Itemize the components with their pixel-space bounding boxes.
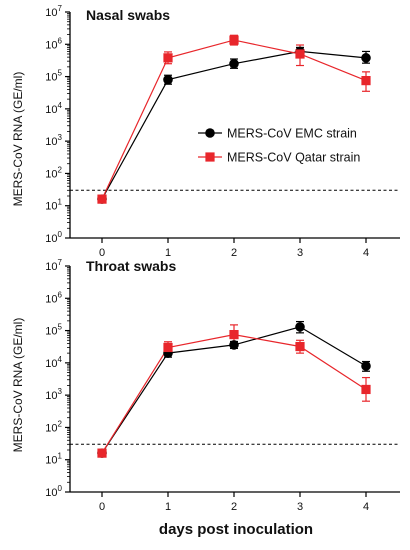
throat-swabs-plot: 100 101 102 103 104 105 106 107 0 1 2 3 4 [45, 258, 400, 513]
y-tick-label: 100 [45, 230, 62, 245]
x-tick-label: 3 [297, 247, 303, 259]
x-tick-label: 4 [363, 247, 369, 259]
data-point-square [97, 194, 107, 204]
data-point-square [163, 342, 173, 353]
y-tick-label: 101 [45, 452, 62, 467]
y-tick-label: 101 [45, 198, 62, 213]
legend-marker-square [205, 152, 215, 162]
x-tick-label: 4 [363, 501, 369, 513]
data-point-circle [295, 322, 305, 332]
legend-marker-circle [205, 128, 215, 138]
x-axis-label: days post inoculation [159, 521, 313, 538]
x-tick-label: 3 [297, 501, 303, 513]
data-point-square [97, 448, 107, 458]
data-point-circle [163, 74, 173, 85]
data-point-square [361, 76, 371, 86]
x-tick-label: 0 [99, 247, 105, 259]
y-tick-label: 105 [45, 69, 62, 84]
x-tick-label: 2 [231, 501, 237, 513]
legend-entry: MERS-CoV Qatar strain [227, 151, 360, 165]
x-tick-label: 1 [165, 501, 171, 513]
nasal-swabs-plot: 100 101 102 103 104 105 106 107 0 1 2 3 4 MERS-CoV EM… [45, 4, 400, 259]
y-tick-label: 105 [45, 323, 62, 338]
panel-title-throat: Throat swabs [86, 258, 176, 274]
y-tick-label: 102 [45, 419, 62, 434]
x-tick-label: 2 [231, 247, 237, 259]
y-tick-label: 104 [45, 101, 62, 116]
data-point-square [361, 384, 371, 395]
y-tick-label: 104 [45, 355, 62, 370]
y-tick-label: 106 [45, 290, 62, 305]
y-tick-label: 100 [45, 484, 62, 499]
x-tick-label: 0 [99, 501, 105, 513]
data-point-square [163, 53, 173, 63]
y-axis-label-throat: MERS-CoV RNA (GE/ml) [11, 318, 25, 453]
y-tick-label: 103 [45, 133, 62, 148]
data-point-circle [361, 53, 371, 63]
data-point-square [295, 49, 305, 59]
y-axis-label-nasal: MERS-CoV RNA (GE/ml) [11, 72, 25, 207]
data-point-square [229, 330, 239, 340]
data-point-square [229, 35, 239, 45]
legend-entry: MERS-CoV EMC strain [227, 127, 357, 141]
y-tick-label: 106 [45, 36, 62, 51]
data-point-circle [229, 340, 239, 350]
y-tick-label: 102 [45, 165, 62, 180]
panel-title-nasal: Nasal swabs [86, 7, 170, 23]
y-tick-label: 107 [45, 258, 62, 273]
y-tick-label: 103 [45, 387, 62, 402]
data-point-circle [229, 58, 239, 69]
series-line-0 [101, 50, 367, 200]
y-tick-label: 107 [45, 4, 62, 19]
data-point-square [295, 341, 305, 352]
data-point-circle [361, 361, 371, 371]
x-tick-label: 1 [165, 247, 171, 259]
